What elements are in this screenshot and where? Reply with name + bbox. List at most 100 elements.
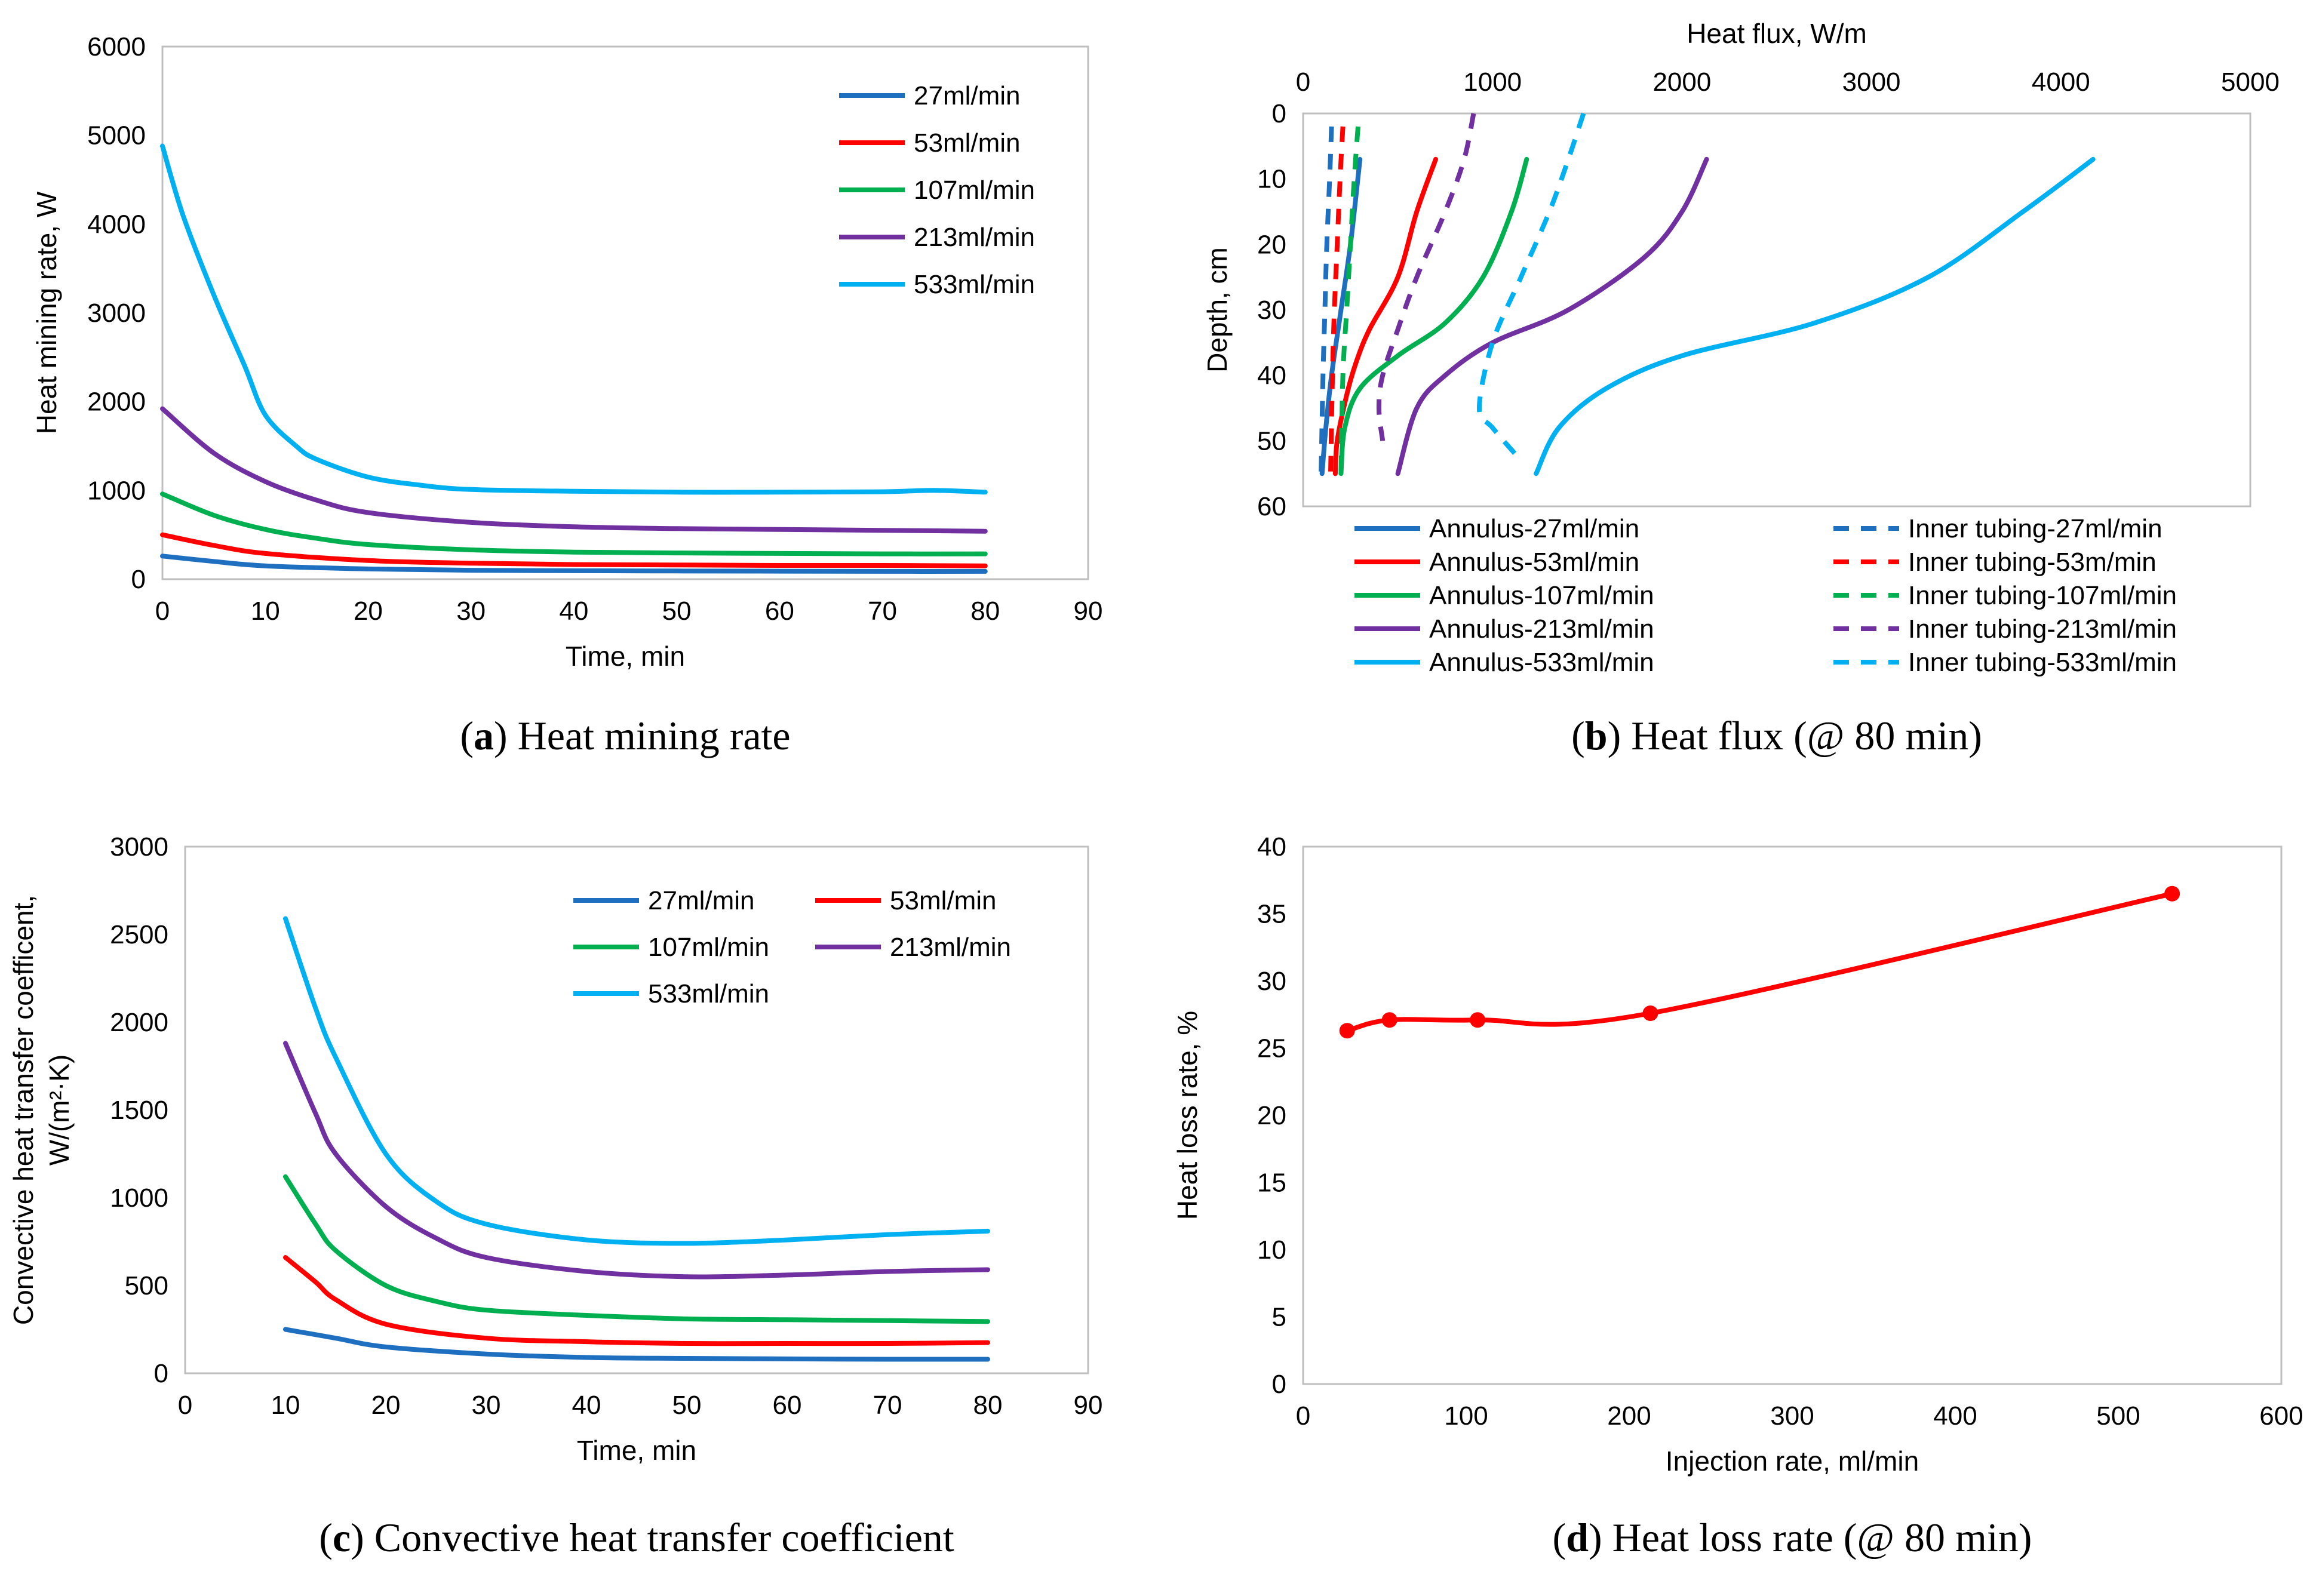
x-tick-label: 90 <box>1074 596 1103 626</box>
x-tick-label: 200 <box>1607 1401 1651 1431</box>
legend-label: 213ml/min <box>890 933 1011 962</box>
legend-label: Inner tubing-53m/min <box>1908 548 2157 577</box>
plot-area <box>1302 112 2251 508</box>
y-tick-label: 15 <box>1257 1168 1286 1198</box>
series-line <box>160 143 988 495</box>
x-tick-label: 0 <box>1296 1401 1310 1431</box>
y-tick-label: 10 <box>1257 165 1286 194</box>
y-axis-label: Heat loss rate, % <box>1172 1011 1203 1220</box>
x-tick-label: 2000 <box>1652 67 1711 97</box>
legend-label: Inner tubing-213ml/min <box>1908 614 2177 644</box>
series-line <box>283 1174 990 1324</box>
series-line <box>1395 156 1709 476</box>
legend-label: Inner tubing-107ml/min <box>1908 581 2177 610</box>
data-point <box>1339 1023 1355 1039</box>
x-tick-label: 30 <box>456 596 486 626</box>
plot-area <box>184 845 1089 1374</box>
x-tick-label: 4000 <box>2032 67 2090 97</box>
caption-letter: b <box>1585 713 1608 758</box>
y-tick-label: 40 <box>1257 361 1286 390</box>
x-tick-label: 400 <box>1933 1401 1977 1431</box>
x-axis-label: Time, min <box>577 1435 696 1466</box>
y-tick-label: 5000 <box>87 121 146 150</box>
y-tick-label: 3000 <box>87 299 146 328</box>
caption-text: Heat flux (@ 80 min) <box>1621 713 1982 758</box>
x-tick-label: 0 <box>1296 67 1310 97</box>
caption-letter: c <box>333 1515 351 1560</box>
chart-d: 0 100 200 300 400 500 600 0 5 10 15 20 25 30 35 40 Injec… <box>1172 832 2303 1560</box>
y-tick-label: 500 <box>125 1271 168 1300</box>
y-tick-label: 1500 <box>110 1096 168 1125</box>
x-tick-label: 60 <box>765 596 794 626</box>
y-tick-label: 4000 <box>87 210 146 239</box>
x-axis-label: Injection rate, ml/min <box>1666 1446 1919 1477</box>
x-tick-label: 50 <box>662 596 692 626</box>
figure-caption: (c) Convective heat transfer coefficient <box>319 1515 954 1560</box>
caption-letter: a <box>474 713 494 758</box>
x-tick-label: 10 <box>251 596 280 626</box>
y-tick-label: 1000 <box>110 1183 168 1213</box>
series-line <box>283 1327 990 1362</box>
y-tick-label: 5 <box>1272 1303 1286 1332</box>
y-tick-label: 2000 <box>87 388 146 417</box>
legend-label: 107ml/min <box>648 933 769 962</box>
chart-c: 0 10 20 30 40 50 60 70 80 90 0 500 1000 1500 2000 2500 3… <box>8 832 1102 1560</box>
legend-label: Annulus-213ml/min <box>1429 614 1654 644</box>
x-tick-label: 3000 <box>1842 67 1901 97</box>
x-tick-label: 0 <box>178 1391 192 1420</box>
x-tick-label: 20 <box>354 596 383 626</box>
x-tick-label: 50 <box>672 1391 702 1420</box>
y-axis-label: Heat mining rate, W <box>31 191 62 434</box>
x-tick-label: 5000 <box>2221 67 2280 97</box>
x-tick-label: 10 <box>271 1391 300 1420</box>
series-line <box>283 916 990 1246</box>
x-tick-label: 300 <box>1770 1401 1814 1431</box>
legend-label: Annulus-533ml/min <box>1429 648 1654 677</box>
y-axis-label-line1: Convective heat transfer coefficent, <box>8 895 39 1325</box>
x-tick-label: 100 <box>1444 1401 1488 1431</box>
data-point <box>2164 885 2180 902</box>
x-tick-label: 40 <box>559 596 588 626</box>
figure-caption: (b) Heat flux (@ 80 min) <box>1571 713 1982 758</box>
x-axis-label: Heat flux, W/m <box>1687 18 1867 49</box>
caption-letter: d <box>1566 1515 1589 1560</box>
legend-label: 107ml/min <box>914 176 1035 205</box>
legend-label: Annulus-27ml/min <box>1429 514 1639 543</box>
y-tick-label: 25 <box>1257 1034 1286 1063</box>
legend-label: 27ml/min <box>648 886 755 915</box>
caption-text: Heat loss rate (@ 80 min) <box>1602 1515 2032 1560</box>
y-tick-label: 0 <box>154 1359 168 1388</box>
series-line <box>160 532 988 568</box>
x-tick-label: 600 <box>2259 1401 2303 1431</box>
y-tick-label: 40 <box>1257 832 1286 862</box>
series-line <box>1534 156 2096 476</box>
x-tick-label: 60 <box>773 1391 802 1420</box>
y-tick-label: 20 <box>1257 1101 1286 1130</box>
y-tick-label: 10 <box>1257 1235 1286 1265</box>
series-line <box>283 1041 990 1280</box>
plot-area <box>161 45 1089 580</box>
legend-label: 27ml/min <box>914 81 1021 110</box>
y-tick-label: 30 <box>1257 296 1286 325</box>
x-tick-label: 70 <box>868 596 897 626</box>
series-line <box>160 406 988 534</box>
plot-area <box>1302 845 2283 1385</box>
x-tick-label: 70 <box>873 1391 902 1420</box>
x-tick-label: 500 <box>2096 1401 2140 1431</box>
y-tick-label: 50 <box>1257 426 1286 456</box>
series-line <box>1332 156 1438 476</box>
x-tick-label: 20 <box>371 1391 401 1420</box>
y-tick-label: 0 <box>1272 99 1286 128</box>
x-axis-label: Time, min <box>566 641 685 672</box>
y-tick-label: 60 <box>1257 492 1286 521</box>
legend-label: 213ml/min <box>914 223 1035 252</box>
figure-caption: (d) Heat loss rate (@ 80 min) <box>1553 1515 2032 1560</box>
series-line <box>1344 891 2175 1034</box>
legend-label: 53ml/min <box>890 886 997 915</box>
x-tick-label: 90 <box>1074 1391 1103 1420</box>
y-tick-label: 2500 <box>110 920 168 949</box>
y-tick-label: 0 <box>131 565 146 594</box>
x-tick-label: 80 <box>973 1391 1003 1420</box>
legend-label: Annulus-53ml/min <box>1429 548 1639 577</box>
